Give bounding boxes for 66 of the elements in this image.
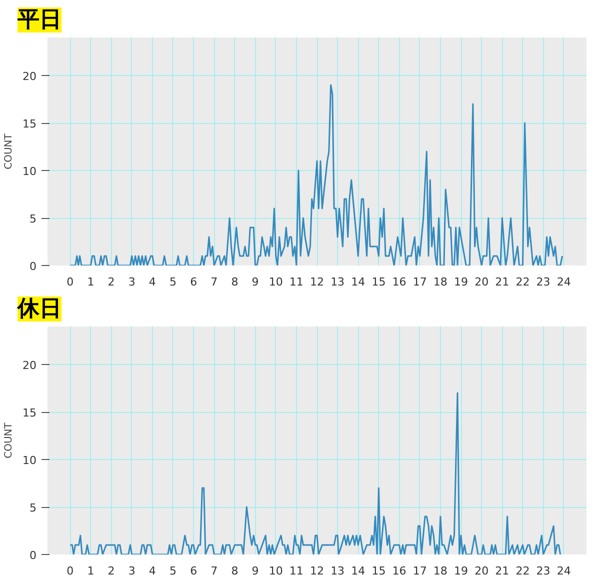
x-tick-label: 20 [474,564,489,578]
x-tick-label: 4 [148,564,156,578]
y-tick-label: 5 [30,502,36,514]
x-tick-label: 19 [454,564,468,578]
x-tick-label: 9 [252,564,259,578]
x-tick-label: 23 [536,564,550,578]
x-tick-label: 9 [252,276,259,288]
x-tick-label: 15 [372,564,386,578]
y-tick-label: 15 [22,406,37,420]
x-tick-label: 17 [412,564,427,578]
x-tick-label: 14 [351,276,366,288]
x-tick-label: 4 [148,276,156,288]
x-tick-label: 10 [268,276,283,288]
y-tick-label: 20 [22,70,37,83]
x-tick-label: 7 [210,564,218,578]
x-tick-label: 12 [310,564,324,578]
x-tick-label: 22 [516,564,530,578]
x-tick-label: 2 [108,276,115,288]
x-tick-label: 24 [556,564,571,578]
x-tick-label: 8 [231,276,238,288]
x-tick-label: 2 [108,564,115,578]
x-tick-label: 0 [66,564,74,578]
x-tick-label: 13 [330,564,345,578]
x-tick-label: 13 [330,276,345,288]
y-tick-label: 10 [22,454,37,467]
x-tick-label: 0 [66,276,74,288]
x-tick-label: 1 [87,564,94,578]
chart-title: 休日 [16,296,62,322]
x-tick-label: 5 [169,276,176,288]
x-tick-label: 24 [556,276,571,288]
y-tick-label: 0 [30,549,36,562]
y-tick-label: 5 [30,212,36,226]
y-tick-label: 20 [22,359,37,372]
x-tick-label: 6 [190,276,198,288]
x-tick-label: 10 [268,564,283,578]
x-tick-label: 18 [433,564,448,578]
y-axis-title: COUNT [4,422,15,458]
x-tick-label: 12 [310,276,324,288]
x-tick-label: 1 [87,276,94,288]
line-series [69,392,562,554]
x-tick-label: 8 [231,564,238,578]
chart-title: 平日 [16,8,62,32]
y-tick-label: 15 [22,118,37,130]
x-tick-label: 22 [516,276,530,288]
y-tick-label: 10 [22,165,37,178]
y-axis-title: COUNT [4,132,15,170]
x-tick-label: 7 [210,276,218,288]
x-tick-label: 15 [372,276,386,288]
x-tick-label: 19 [454,276,468,288]
x-tick-label: 14 [351,564,366,578]
x-tick-label: 6 [190,564,198,578]
x-tick-label: 17 [412,276,427,288]
x-tick-label: 20 [474,276,489,288]
line-series [69,84,563,266]
x-tick-label: 16 [392,564,406,578]
x-tick-label: 3 [128,276,136,288]
x-tick-label: 3 [128,564,136,578]
x-tick-label: 16 [392,276,406,288]
x-tick-label: 5 [169,564,176,578]
x-tick-label: 18 [433,276,448,288]
x-tick-label: 23 [536,276,550,288]
x-tick-label: 21 [495,564,510,578]
x-tick-label: 11 [289,564,304,578]
y-tick-label: 0 [30,260,36,273]
x-tick-label: 21 [495,276,510,288]
x-tick-label: 11 [289,276,304,288]
